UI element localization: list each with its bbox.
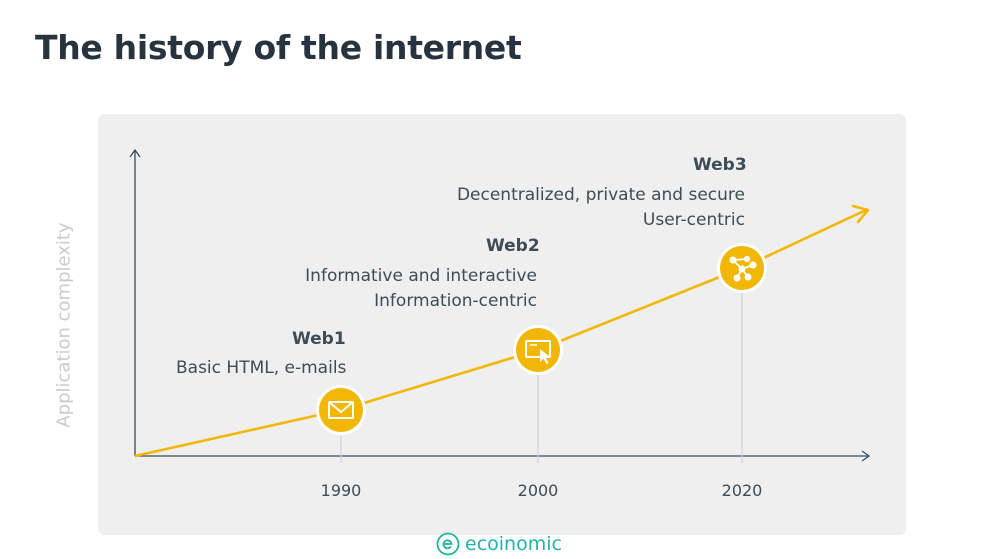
brand-watermark: ecoinomic [436, 532, 562, 556]
envelope-icon [328, 401, 354, 419]
x-axis-arrow [861, 450, 871, 462]
web2-marker [513, 325, 563, 375]
y-axis-label: Application complexity [53, 222, 75, 428]
web1-marker [316, 385, 366, 435]
page-title: The history of the internet [35, 28, 522, 67]
tick-label-1990: 1990 [320, 481, 362, 500]
y-axis-arrow [129, 148, 141, 158]
web1-description-line-1: Basic HTML, e-mails [176, 358, 347, 378]
web3-label: Web3 [693, 155, 747, 175]
web2-description-line-1: Informative and interactive [305, 266, 537, 286]
brand-name: ecoinomic [465, 533, 562, 555]
screen-cursor-icon [525, 340, 551, 364]
diagram-panel [98, 114, 906, 535]
web2-label: Web2 [486, 236, 540, 256]
ecoinomic-logo-icon [436, 532, 460, 556]
tick-label-2020: 2020 [721, 481, 763, 500]
growth-curve-arrowhead [851, 204, 870, 224]
tick-label-2000: 2000 [517, 481, 559, 500]
network-nodes-icon [729, 255, 757, 282]
web3-marker [717, 243, 767, 293]
web3-description-line-2: User-centric [642, 210, 745, 230]
web2-description-line-2: Information-centric [374, 291, 537, 311]
web1-label: Web1 [292, 329, 346, 349]
web3-description-line-1: Decentralized, private and secure [456, 185, 745, 205]
